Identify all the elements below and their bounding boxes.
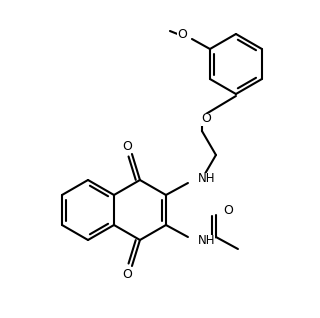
Text: O: O <box>223 204 233 218</box>
Text: O: O <box>177 27 187 40</box>
Text: NH: NH <box>198 234 215 247</box>
Text: O: O <box>201 113 211 126</box>
Text: O: O <box>122 267 132 280</box>
Text: NH: NH <box>198 172 215 185</box>
Text: O: O <box>122 140 132 153</box>
